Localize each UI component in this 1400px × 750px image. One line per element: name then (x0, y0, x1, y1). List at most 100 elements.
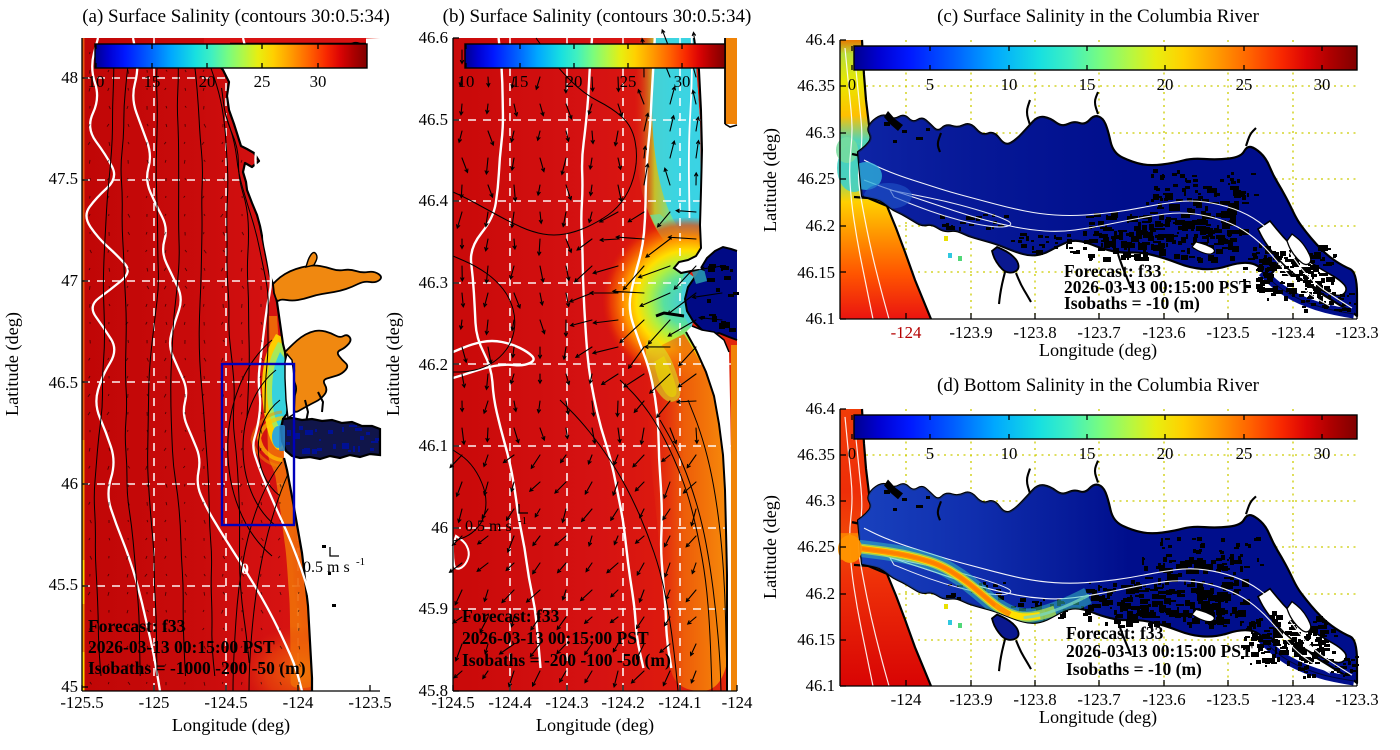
svg-text:20: 20 (1157, 444, 1174, 463)
svg-text:30: 30 (674, 72, 691, 91)
svg-text:Forecast: f33: Forecast: f33 (462, 606, 560, 626)
svg-text:25: 25 (254, 72, 271, 91)
svg-text:-123.5: -123.5 (1206, 323, 1249, 342)
svg-text:-123.4: -123.4 (1271, 690, 1315, 709)
svg-text:46.6: 46.6 (419, 28, 448, 47)
svg-text:-124.3: -124.3 (545, 693, 588, 712)
svg-text:46.25: 46.25 (797, 537, 835, 556)
svg-text:46.1: 46.1 (806, 309, 835, 328)
svg-text:20: 20 (566, 72, 583, 91)
svg-text:-123.7: -123.7 (1077, 690, 1120, 709)
svg-text:Longitude (deg): Longitude (deg) (172, 715, 290, 736)
svg-text:20: 20 (199, 72, 216, 91)
svg-text:45.9: 45.9 (419, 599, 448, 618)
svg-text:2026-03-13 00:15:00 PST: 2026-03-13 00:15:00 PST (88, 637, 275, 657)
svg-text:46.15: 46.15 (797, 263, 835, 282)
svg-text:-123.8: -123.8 (1013, 690, 1056, 709)
svg-text:47.5: 47.5 (49, 169, 78, 188)
svg-text:0: 0 (848, 75, 856, 94)
svg-text:Latitude (deg): Latitude (deg) (760, 128, 781, 232)
svg-text:20: 20 (1157, 75, 1174, 94)
svg-text:25: 25 (1236, 444, 1253, 463)
svg-text:-124.5: -124.5 (204, 693, 247, 712)
svg-text:46.15: 46.15 (797, 630, 835, 649)
svg-text:2026-03-13 00:15:00 PST: 2026-03-13 00:15:00 PST (1064, 277, 1251, 297)
svg-text:25: 25 (1236, 75, 1253, 94)
svg-text:10: 10 (1001, 444, 1018, 463)
svg-text:-124: -124 (283, 693, 314, 712)
svg-text:-123.4: -123.4 (1271, 323, 1315, 342)
svg-text:46.4: 46.4 (419, 191, 449, 210)
svg-text:-124: -124 (891, 323, 922, 342)
svg-text:-124: -124 (722, 693, 753, 712)
svg-text:2026-03-13 00:15:00 PST: 2026-03-13 00:15:00 PST (462, 628, 649, 648)
svg-text:Isobaths = -1000 -200 -50 (m: Isobaths = -1000 -200 -50 (m) (88, 658, 306, 678)
svg-text:-123.8: -123.8 (1013, 323, 1056, 342)
svg-text:-123.3: -123.3 (1335, 690, 1378, 709)
svg-text:-123.7: -123.7 (1077, 323, 1120, 342)
svg-text:46.35: 46.35 (797, 76, 835, 95)
svg-text:Forecast: f33: Forecast: f33 (1066, 623, 1164, 643)
svg-text:Longitude (deg): Longitude (deg) (1039, 340, 1157, 361)
svg-text:(d) Bottom Salinity in the Col: (d) Bottom Salinity in the Columbia Rive… (937, 375, 1260, 396)
svg-text:Isobaths = -10 (m): Isobaths = -10 (m) (1064, 293, 1200, 313)
svg-text:30: 30 (1314, 75, 1331, 94)
svg-text:Isobaths = -10 (m): Isobaths = -10 (m) (1066, 659, 1202, 679)
svg-text:46.2: 46.2 (419, 355, 448, 374)
svg-text:46.25: 46.25 (797, 169, 835, 188)
svg-text:-124.4: -124.4 (488, 693, 532, 712)
svg-text:46.35: 46.35 (797, 445, 835, 464)
svg-text:-123.5: -123.5 (348, 693, 391, 712)
svg-text:Latitude (deg): Latitude (deg) (760, 495, 781, 599)
svg-text:-124.2: -124.2 (601, 693, 644, 712)
svg-text:46.4: 46.4 (806, 30, 836, 49)
svg-text:-125.5: -125.5 (60, 693, 103, 712)
svg-text:(c) Surface Salinity in the Co: (c) Surface Salinity in the Columbia Riv… (937, 6, 1260, 27)
svg-text:5: 5 (926, 444, 934, 463)
svg-text:30: 30 (310, 72, 327, 91)
svg-text:Forecast: f33: Forecast: f33 (88, 616, 186, 636)
svg-text:-124: -124 (891, 690, 922, 709)
svg-text:10: 10 (88, 72, 105, 91)
svg-text:10: 10 (458, 72, 475, 91)
svg-text:Latitude (deg): Latitude (deg) (2, 312, 23, 416)
svg-text:45: 45 (61, 677, 78, 696)
svg-text:45.8: 45.8 (419, 681, 448, 700)
svg-text:-123.6: -123.6 (1142, 690, 1185, 709)
svg-text:46: 46 (61, 474, 78, 493)
svg-text:Isobaths = -200 -100 -50 (m): Isobaths = -200 -100 -50 (m) (462, 650, 671, 670)
svg-text:-124.1: -124.1 (658, 693, 701, 712)
svg-text:46.5: 46.5 (419, 110, 448, 129)
svg-text:10: 10 (1001, 75, 1018, 94)
svg-text:Forecast: f33: Forecast: f33 (1064, 261, 1162, 281)
svg-text:46: 46 (431, 518, 448, 537)
svg-text:Longitude (deg): Longitude (deg) (1039, 707, 1157, 728)
svg-text:0.5 m s: 0.5 m s (303, 559, 350, 576)
svg-text:46.3: 46.3 (806, 123, 835, 142)
svg-text:-124.5: -124.5 (431, 693, 474, 712)
svg-text:15: 15 (512, 72, 529, 91)
svg-text:0.5 m s: 0.5 m s (465, 518, 512, 535)
svg-text:Latitude (deg): Latitude (deg) (383, 312, 404, 416)
svg-text:Longitude (deg): Longitude (deg) (536, 715, 654, 736)
svg-text:15: 15 (144, 72, 161, 91)
svg-text:47: 47 (61, 271, 78, 290)
svg-text:15: 15 (1079, 444, 1096, 463)
svg-text:45.5: 45.5 (49, 575, 78, 594)
svg-text:-1: -1 (518, 515, 527, 527)
svg-text:-123.3: -123.3 (1335, 323, 1378, 342)
svg-text:-123.5: -123.5 (1206, 690, 1249, 709)
svg-text:(b) Surface Salinity (contours: (b) Surface Salinity (contours 30:0.5:34… (443, 6, 752, 27)
svg-text:-123.9: -123.9 (949, 690, 992, 709)
svg-text:5: 5 (926, 75, 934, 94)
svg-text:15: 15 (1079, 75, 1096, 94)
svg-text:0: 0 (241, 561, 249, 578)
svg-text:46.2: 46.2 (806, 216, 835, 235)
svg-text:46.5: 46.5 (49, 373, 78, 392)
svg-text:-123.6: -123.6 (1142, 323, 1185, 342)
svg-text:-1: -1 (356, 556, 365, 568)
svg-text:46.3: 46.3 (806, 491, 835, 510)
svg-text:-123.9: -123.9 (949, 323, 992, 342)
svg-text:(a) Surface Salinity (contours: (a) Surface Salinity (contours 30:0.5:34… (82, 6, 390, 27)
svg-text:2026-03-13 00:15:00 PST: 2026-03-13 00:15:00 PST (1066, 641, 1253, 661)
